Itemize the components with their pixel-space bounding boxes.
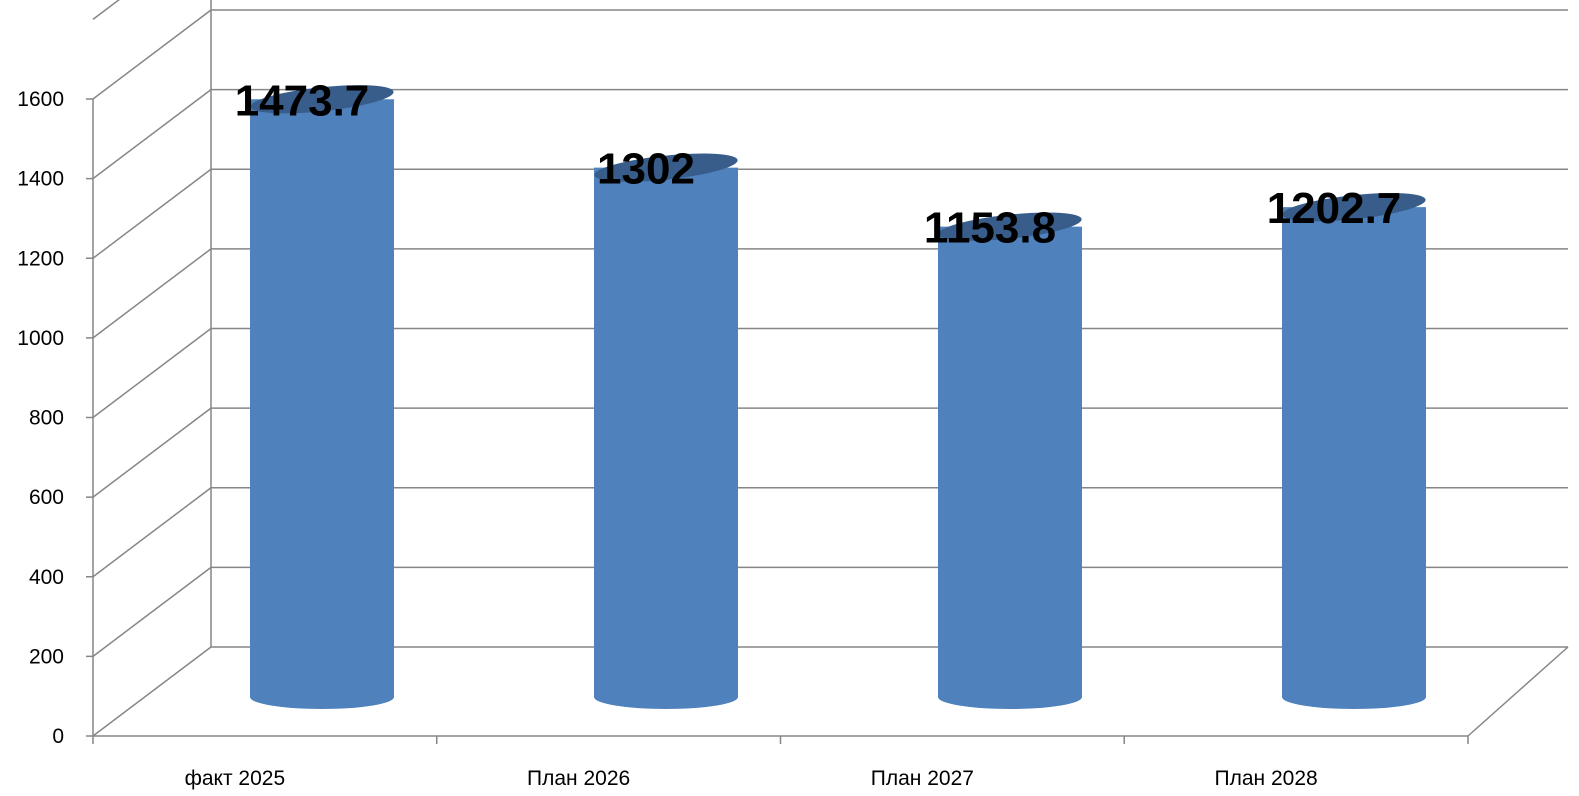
y-tick-label: 600 [29,486,64,509]
gridline-side [92,566,212,657]
bar-top [938,212,1082,241]
data-label: 1473.7 [235,76,370,125]
gridline-side-top [92,0,120,20]
y-tick-label: 1000 [17,327,64,350]
bar-top [1282,193,1426,222]
axes [86,98,1569,744]
bar-cylinder [250,85,394,709]
y-tick-label: 0 [52,725,64,748]
bar-top [250,85,394,114]
gridline-side [92,9,212,100]
gridline-side [92,407,212,498]
y-tick-label: 1400 [17,168,64,191]
gridline-side [92,89,212,180]
gridline-side [92,646,212,737]
bar-body [938,226,1082,709]
x-tick-label: План 2028 [1215,767,1318,790]
gridline-side [92,327,212,419]
bars [250,85,1426,710]
x-tick-label: План 2026 [527,767,630,790]
bar-cylinder [594,153,738,710]
gridline-side [92,487,212,578]
bar-top [594,153,738,182]
gridline-side [92,168,212,259]
bar-body [250,99,394,709]
labels: 0 200 400 600 800 1000 1200 1400 1600 1473.7 факт … [17,76,1401,790]
bar-cylinder [938,212,1082,709]
y-tick-label: 400 [29,566,64,589]
data-label: 1153.8 [924,204,1056,253]
x-tick-label: факт 2025 [185,767,286,790]
bar-cylinder [1282,193,1426,710]
bar-body [594,167,738,710]
gridline-side [92,248,212,339]
y-tick-label: 200 [29,645,64,668]
y-tick-label: 1200 [17,247,64,270]
x-tick-label: План 2027 [871,767,974,790]
data-label: 1302 [597,145,695,194]
bar-body [1282,207,1426,710]
y-tick-label: 1600 [17,88,64,111]
data-label: 1202.7 [1267,184,1402,233]
y-tick-label: 800 [29,407,64,430]
floor-right-edge [1467,646,1569,737]
